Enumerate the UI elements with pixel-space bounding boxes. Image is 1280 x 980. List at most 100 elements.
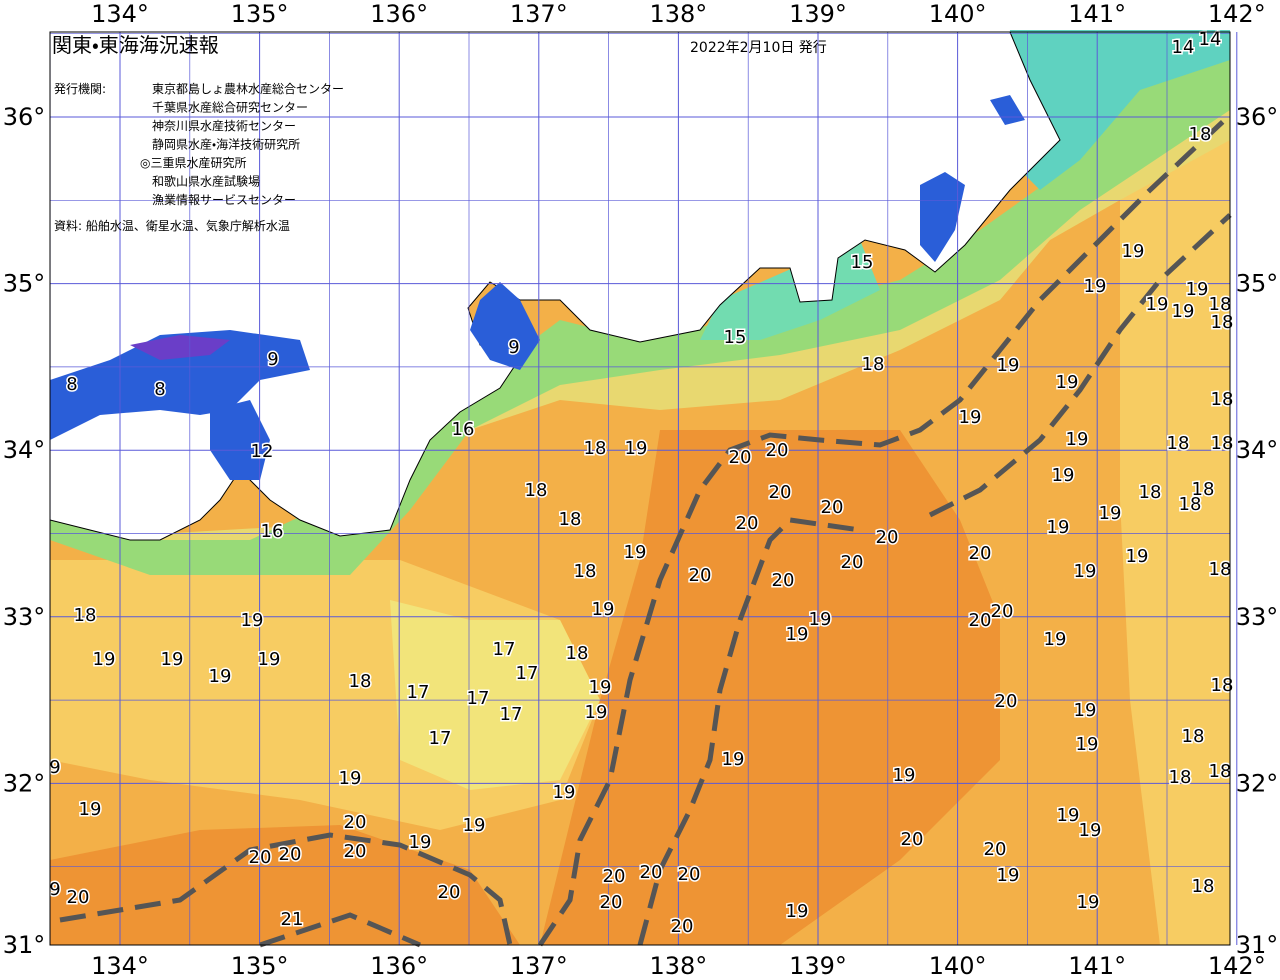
sst-label: 18 xyxy=(862,354,885,375)
sst-label: 20 xyxy=(344,841,367,862)
sst-label: 18 xyxy=(349,671,372,692)
sst-label: 19 xyxy=(1057,805,1080,826)
sst-label: 15 xyxy=(851,252,874,273)
sst-label: 19 xyxy=(258,649,281,670)
issuer-name: 東京都島しょ農林水産総合センター xyxy=(152,81,344,96)
sst-label: 20 xyxy=(769,482,792,503)
lon-label-top: 134° xyxy=(91,0,149,28)
osaka-bay xyxy=(210,400,270,480)
lon-label-bottom: 135° xyxy=(231,952,289,980)
sst-label: 19 xyxy=(589,677,612,698)
sst-label: 20 xyxy=(841,552,864,573)
lon-label-top: 137° xyxy=(510,0,568,28)
lon-label-top: 142° xyxy=(1208,0,1266,28)
front-line xyxy=(928,213,1232,518)
lon-label-top: 135° xyxy=(231,0,289,28)
sst-label: 20 xyxy=(249,847,272,868)
sst-label: 9 xyxy=(49,757,60,778)
lat-label-left: 32° xyxy=(3,769,46,797)
lon-label-bottom: 137° xyxy=(510,952,568,980)
sst-label: 18 xyxy=(584,438,607,459)
sst-label: 16 xyxy=(261,521,284,542)
lat-label-right: 36° xyxy=(1236,103,1279,131)
sst-label: 19 xyxy=(625,438,648,459)
sst-label: 19 xyxy=(722,749,745,770)
sst-label: 17 xyxy=(500,704,523,725)
lon-label-bottom: 139° xyxy=(789,952,847,980)
sst-label: 18 xyxy=(74,605,97,626)
lat-label-right: 33° xyxy=(1236,603,1279,631)
sst-label: 19 xyxy=(786,624,809,645)
issuer-name: 千葉県水産総合研究センター xyxy=(152,100,308,115)
sst-label: 20 xyxy=(821,497,844,518)
sst-label: 8 xyxy=(66,374,77,395)
bays xyxy=(50,95,1025,480)
sst-label: 19 xyxy=(161,649,184,670)
tokyo-bay xyxy=(920,172,965,262)
issuers-label: 発行機関: xyxy=(54,82,106,96)
sst-label: 18 xyxy=(525,480,548,501)
lon-label-top: 140° xyxy=(929,0,987,28)
sst-label: 19 xyxy=(1077,892,1100,913)
sst-label: 9 xyxy=(49,879,60,900)
sst-label: 20 xyxy=(640,862,663,883)
sst-label: 20 xyxy=(772,570,795,591)
grid xyxy=(49,32,1238,946)
lon-label-bottom: 141° xyxy=(1068,952,1126,980)
sst-label: 17 xyxy=(429,728,452,749)
sst-label: 18 xyxy=(1182,726,1205,747)
sst-label: 19 xyxy=(585,702,608,723)
lon-label-bottom: 140° xyxy=(929,952,987,980)
sst-label: 19 xyxy=(1122,241,1145,262)
sst-label: 19 xyxy=(1044,629,1067,650)
lat-label-left: 36° xyxy=(3,103,46,131)
sst-label: 19 xyxy=(553,782,576,803)
sst-label: 18 xyxy=(1179,494,1202,515)
sst-label: 9 xyxy=(508,337,519,358)
kuroshio-fronts xyxy=(59,113,1232,948)
sst-label: 20 xyxy=(995,691,1018,712)
sst-label: 14 xyxy=(1172,37,1195,58)
sst-label: 18 xyxy=(1209,559,1232,580)
lon-label-top: 139° xyxy=(789,0,847,28)
sst-label: 18 xyxy=(1211,312,1234,333)
lon-label-top: 138° xyxy=(649,0,707,28)
sst-label: 19 xyxy=(1126,546,1149,567)
source: 資料: 船舶水温、衛星水温、気象庁解析水温 xyxy=(54,218,290,233)
lon-label-bottom: 134° xyxy=(91,952,149,980)
sst-label: 20 xyxy=(736,513,759,534)
lat-label-right: 31° xyxy=(1236,931,1279,959)
sst-label: 8 xyxy=(154,379,165,400)
sst-label: 19 xyxy=(93,649,116,670)
sst-label: 20 xyxy=(678,864,701,885)
sst-label: 19 xyxy=(409,832,432,853)
sst-label: 18 xyxy=(1167,433,1190,454)
sst-label: 19 xyxy=(339,768,362,789)
sst-label: 17 xyxy=(467,688,490,709)
sst-label: 18 xyxy=(1211,389,1234,410)
sst-label: 18 xyxy=(1211,675,1234,696)
sst-label: 21 xyxy=(281,909,304,930)
sst-label: 18 xyxy=(559,509,582,530)
front-line xyxy=(59,832,513,946)
lat-label-left: 34° xyxy=(3,436,46,464)
sst-label: 12 xyxy=(251,441,274,462)
sst-label: 20 xyxy=(438,882,461,903)
sst-label: 19 xyxy=(1074,700,1097,721)
issue-date: 2022年2月10日 発行 xyxy=(690,40,827,56)
sst-label: 20 xyxy=(689,565,712,586)
issuer-name: 神奈川県水産技術センター xyxy=(152,118,296,133)
issuer-name: ◎三重県水産研究所 xyxy=(140,156,246,170)
lon-label-top: 141° xyxy=(1068,0,1126,28)
lat-label-right: 35° xyxy=(1236,270,1279,298)
sst-label: 20 xyxy=(671,916,694,937)
sst-label: 20 xyxy=(729,447,752,468)
sst-label: 18 xyxy=(1189,124,1212,145)
sst-label: 17 xyxy=(493,639,516,660)
sst-label: 9 xyxy=(267,349,278,370)
sst-label: 19 xyxy=(997,865,1020,886)
sst-label: 18 xyxy=(1209,294,1232,315)
zone-20-west xyxy=(50,825,520,945)
lat-label-left: 31° xyxy=(3,931,46,959)
zone-14 xyxy=(1000,30,1230,190)
